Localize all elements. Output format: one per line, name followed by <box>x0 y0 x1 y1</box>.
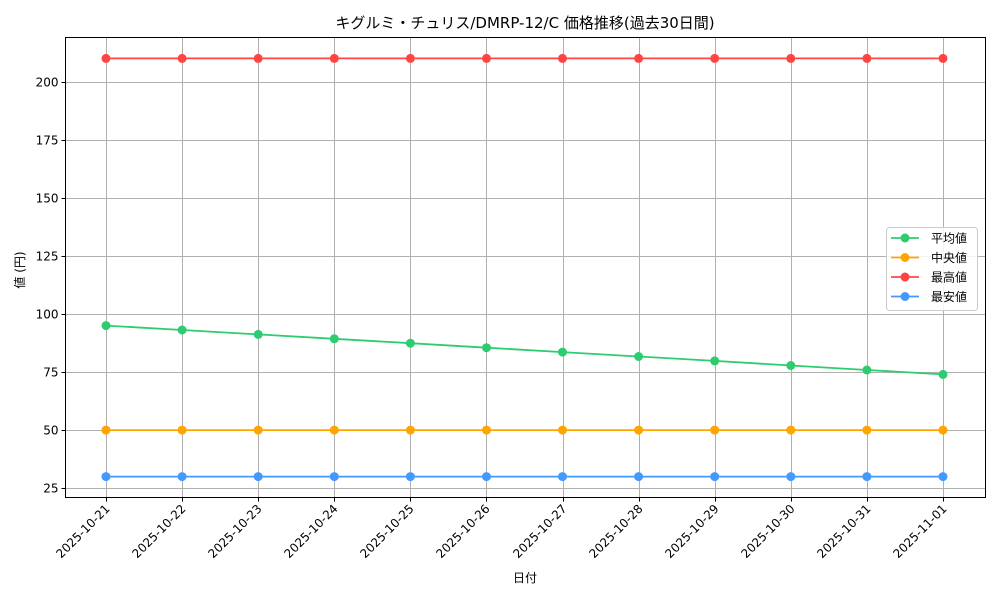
y-axis: 25 50 75 100 125 150 175 200 <box>36 76 66 496</box>
data-point-marker <box>634 425 644 435</box>
x-tick-label: 2025-10-26 <box>433 502 492 561</box>
data-point-marker <box>938 425 948 435</box>
data-point-marker <box>253 425 263 435</box>
x-tick-label: 2025-10-22 <box>129 502 188 561</box>
data-point-marker <box>710 356 720 366</box>
data-point-marker <box>862 365 872 375</box>
data-point-marker <box>101 472 111 482</box>
x-axis: 2025-10-21 2025-10-22 2025-10-23 2025-10-24… <box>53 497 950 561</box>
data-point-marker <box>558 425 567 435</box>
y-tick-label: 100 <box>36 308 59 322</box>
data-point-marker <box>101 425 111 435</box>
y-tick-label: 25 <box>43 482 58 496</box>
data-point-marker <box>329 472 339 482</box>
y-tick-label: 200 <box>36 76 59 90</box>
x-tick-label: 2025-10-29 <box>662 502 721 561</box>
x-tick-label: 2025-10-23 <box>205 502 264 561</box>
x-tick-label: 2025-10-30 <box>738 502 797 561</box>
series-3 <box>101 472 948 482</box>
legend-entry: 最安値 <box>891 289 967 304</box>
series-0 <box>101 321 948 379</box>
y-tick-label: 75 <box>43 366 58 380</box>
data-point-marker <box>329 53 339 63</box>
y-tick-label: 175 <box>36 134 59 148</box>
data-point-marker <box>862 472 872 482</box>
data-point-marker <box>253 472 263 482</box>
data-point-marker <box>786 425 796 435</box>
x-tick-label: 2025-10-28 <box>586 502 645 561</box>
legend-entry: 平均値 <box>891 231 967 246</box>
legend-label: 最高値 <box>931 270 967 285</box>
y-tick-label: 150 <box>36 192 59 206</box>
data-point-marker <box>329 425 339 435</box>
data-point-marker <box>482 472 491 482</box>
legend-label: 最安値 <box>931 289 967 304</box>
x-tick-label: 2025-10-21 <box>53 502 112 561</box>
data-point-marker <box>634 472 644 482</box>
data-point-marker <box>710 425 720 435</box>
data-point-marker <box>405 425 415 435</box>
data-point-marker <box>177 325 187 335</box>
series-line <box>105 324 944 376</box>
grid-lines <box>65 37 986 498</box>
data-point-marker <box>938 472 948 482</box>
data-point-marker <box>177 425 187 435</box>
plot-area-frame <box>65 37 986 498</box>
legend-marker-icon <box>900 233 910 243</box>
data-point-marker <box>101 321 111 331</box>
data-point-marker <box>710 472 720 482</box>
data-point-marker <box>710 53 720 63</box>
legend-marker-icon <box>900 253 910 262</box>
data-point-marker <box>405 472 415 482</box>
chart-title: キグルミ・チュリス/DMRP-12/C 価格推移(過去30日間) <box>335 14 714 32</box>
data-point-marker <box>405 338 415 348</box>
x-tick-label: 2025-11-01 <box>890 502 949 561</box>
legend-label: 平均値 <box>931 231 967 246</box>
data-point-marker <box>482 53 491 63</box>
data-point-marker <box>558 472 567 482</box>
data-point-marker <box>786 472 796 482</box>
data-point-marker <box>634 352 644 361</box>
x-tick-label: 2025-10-25 <box>357 502 416 561</box>
data-point-marker <box>786 361 796 370</box>
x-tick-label: 2025-10-31 <box>814 502 873 561</box>
data-point-marker <box>862 53 872 63</box>
data-point-marker <box>329 334 339 344</box>
y-tick-label: 50 <box>43 424 58 438</box>
x-tick-label: 2025-10-27 <box>510 502 569 561</box>
data-point-marker <box>482 343 491 353</box>
data-point-marker <box>634 53 644 63</box>
legend-entry: 中央値 <box>891 250 967 265</box>
data-point-marker <box>177 472 187 482</box>
data-point-marker <box>938 369 948 379</box>
y-axis-label: 値 (円) <box>12 251 27 288</box>
legend-entry: 最高値 <box>891 270 967 285</box>
x-tick-label: 2025-10-24 <box>281 502 340 561</box>
data-point-marker <box>786 53 796 63</box>
series-lines <box>101 53 948 482</box>
data-point-marker <box>253 329 263 339</box>
legend-marker-icon <box>900 292 910 301</box>
data-point-marker <box>177 53 187 63</box>
legend-label: 中央値 <box>931 250 967 265</box>
legend-marker-icon <box>900 272 910 282</box>
data-point-marker <box>558 53 567 63</box>
data-point-marker <box>405 53 415 63</box>
data-point-marker <box>862 425 872 435</box>
data-point-marker <box>101 53 111 63</box>
y-tick-label: 125 <box>36 250 59 264</box>
data-point-marker <box>253 53 263 63</box>
legend-box <box>886 227 978 311</box>
data-point-marker <box>482 425 491 435</box>
series-1 <box>101 425 948 435</box>
data-point-marker <box>558 347 567 357</box>
x-axis-label: 日付 <box>513 571 537 585</box>
series-2 <box>101 53 948 63</box>
data-point-marker <box>938 53 948 63</box>
